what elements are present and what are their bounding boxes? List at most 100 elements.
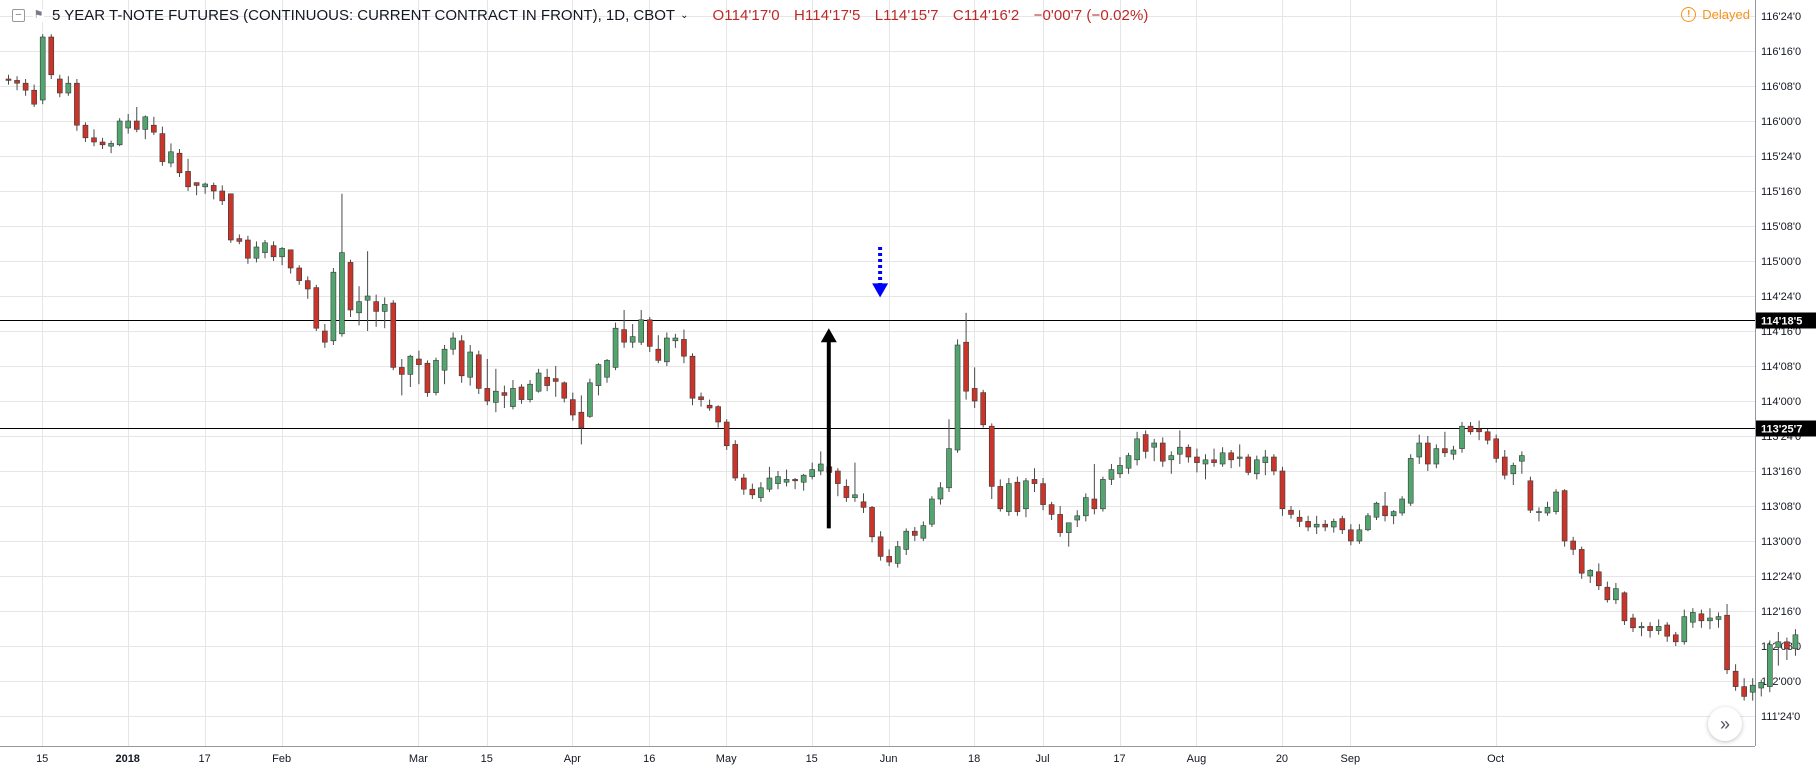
x-tick-label: 16 xyxy=(643,753,655,765)
y-tick-label: 115'00'0 xyxy=(1761,256,1801,268)
candle-body xyxy=(1134,438,1140,461)
candle-body xyxy=(1065,522,1072,533)
candle-body xyxy=(749,488,756,496)
candle-body xyxy=(253,246,260,259)
candle-body xyxy=(82,124,89,139)
y-tick-label: 112'24'0 xyxy=(1761,571,1801,583)
candle-body xyxy=(1467,425,1474,433)
candle-body xyxy=(929,498,935,525)
candle-body xyxy=(903,530,910,550)
candle-body xyxy=(1074,515,1081,521)
candle-body xyxy=(304,280,311,290)
candle-body xyxy=(56,78,63,94)
candle-body xyxy=(330,271,337,342)
candle-body xyxy=(1348,529,1354,542)
y-tick-label: 113'08'0 xyxy=(1761,501,1801,513)
candle-body xyxy=(1262,456,1269,463)
x-tick-label: Feb xyxy=(272,753,291,765)
candle-body xyxy=(1279,470,1286,510)
candle-body xyxy=(236,238,243,242)
candle-body xyxy=(1484,431,1491,441)
candle-body xyxy=(1091,498,1098,510)
candle-body xyxy=(279,248,285,258)
candle-body xyxy=(1305,521,1311,528)
candle-body xyxy=(527,383,533,400)
candle-body xyxy=(31,89,37,105)
candle-body xyxy=(629,336,636,343)
candle-body xyxy=(1767,644,1773,687)
x-tick-label: 2018 xyxy=(115,753,139,765)
candle-body xyxy=(954,344,961,451)
candle-body xyxy=(159,133,166,162)
candle-body xyxy=(219,190,226,202)
y-tick-label: 113'16'0 xyxy=(1761,466,1801,478)
candle-body xyxy=(133,120,140,130)
candle-body xyxy=(1365,515,1371,531)
candle-body xyxy=(1373,502,1380,518)
candle-body xyxy=(125,120,131,129)
candle-body xyxy=(398,367,405,375)
candle-body xyxy=(911,530,918,536)
x-tick-label: Apr xyxy=(564,753,581,765)
candle-body xyxy=(1083,497,1089,517)
candle-body xyxy=(99,141,106,146)
candle-body xyxy=(1202,459,1209,465)
x-tick-label: Mar xyxy=(409,753,428,765)
candle-body xyxy=(689,355,696,399)
candle-body xyxy=(108,143,114,147)
candle-body xyxy=(458,340,465,377)
candle-body xyxy=(1732,670,1739,687)
candle-body xyxy=(1006,483,1012,512)
candle-body xyxy=(1715,616,1722,620)
y-tick-label: 114'00'0 xyxy=(1761,396,1801,408)
level-price-label: 113'25'7 xyxy=(1761,424,1802,436)
candle-body xyxy=(621,329,627,343)
candle-body xyxy=(544,376,550,386)
candle-body xyxy=(245,239,251,259)
candle-body xyxy=(322,330,328,343)
candle-body xyxy=(1407,458,1414,504)
candle-body xyxy=(168,151,174,164)
candle-body xyxy=(1382,505,1388,517)
candle-body xyxy=(740,477,747,490)
candle-body xyxy=(1228,452,1234,461)
candle-body xyxy=(287,249,294,269)
ohlc-readout: O114'17'0 H114'17'5 L114'15'7 C114'16'2 … xyxy=(712,7,1158,24)
y-tick-label: 116'08'0 xyxy=(1761,81,1801,93)
candle-body xyxy=(347,262,354,311)
candle-body xyxy=(1442,448,1448,454)
candle-body xyxy=(552,378,559,382)
y-tick-label: 114'08'0 xyxy=(1761,361,1801,373)
candle-body xyxy=(732,444,739,479)
chevron-down-icon[interactable]: ⌄ xyxy=(680,9,689,21)
candle-body xyxy=(638,319,645,343)
candle-body xyxy=(681,339,687,357)
candle-body xyxy=(1245,456,1252,473)
candle-body xyxy=(1339,518,1346,531)
candle-body xyxy=(1117,465,1123,475)
candle-body xyxy=(1211,459,1217,463)
x-tick-label: May xyxy=(716,753,737,765)
minus-square-icon[interactable]: − xyxy=(12,8,25,22)
candle-body xyxy=(339,252,345,335)
candle-body xyxy=(1023,480,1029,510)
candle-body xyxy=(5,78,12,81)
symbol-title[interactable]: 5 YEAR T-NOTE FUTURES (CONTINUOUS: CURRE… xyxy=(52,6,676,24)
candle-body xyxy=(646,319,653,347)
candle-body xyxy=(1596,571,1602,587)
candle-body xyxy=(441,348,448,371)
x-tick-label: Oct xyxy=(1487,753,1504,765)
candle-body xyxy=(1040,483,1046,505)
candle-body xyxy=(1322,523,1328,528)
candle-body xyxy=(1459,425,1465,449)
flag-icon[interactable]: ⚑ xyxy=(33,8,44,22)
candle-body xyxy=(706,404,713,409)
candle-body xyxy=(1655,626,1662,631)
candle-body xyxy=(22,82,29,91)
candle-body xyxy=(74,82,80,126)
scroll-to-realtime-button[interactable]: » xyxy=(1708,707,1742,741)
delayed-badge[interactable]: ! Delayed xyxy=(1681,7,1750,22)
candle-body xyxy=(1510,465,1517,475)
